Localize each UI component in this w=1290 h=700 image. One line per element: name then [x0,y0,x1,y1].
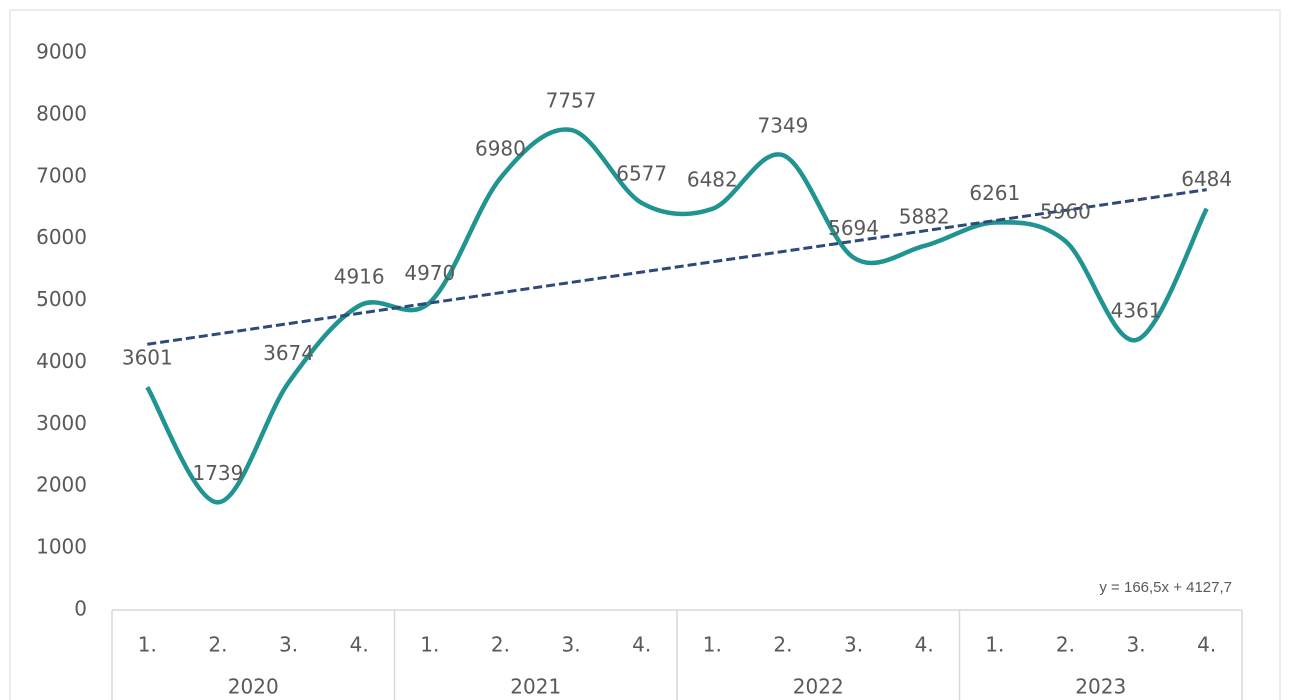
x-tick-label: 4. [632,633,651,657]
x-tick-label: 4. [350,633,369,657]
x-tick-label: 3. [279,633,298,657]
y-tick-label: 4000 [36,349,87,373]
x-tick-label: 2. [1056,633,1075,657]
x-tick-label: 4. [915,633,934,657]
y-tick-label: 5000 [36,287,87,311]
series-line [145,127,1209,505]
data-label: 3674 [263,341,314,365]
data-label: 4916 [334,264,385,288]
x-tick-label: 2. [208,633,227,657]
x-tick-label: 1. [138,633,157,657]
group-label: 2021 [510,675,561,699]
y-tick-label: 1000 [36,535,87,559]
data-label: 6980 [475,137,526,161]
data-label: 4361 [1111,299,1162,323]
y-tick-label: 8000 [36,101,87,125]
x-tick-label: 1. [703,633,722,657]
data-label: 5882 [899,204,950,228]
data-label: 6482 [687,167,738,191]
group-label: 2023 [1075,675,1126,699]
data-label: 4970 [404,261,455,285]
data-label: 7349 [757,114,808,138]
chart-border [9,9,1281,700]
x-tick-label: 3. [844,633,863,657]
data-label: 7757 [546,88,597,112]
data-label: 6577 [616,161,667,185]
x-tick-label: 1. [985,633,1004,657]
data-label: 5694 [828,216,879,240]
data-label: 3601 [122,346,173,370]
x-tick-label: 3. [1127,633,1146,657]
group-label: 2020 [228,675,279,699]
data-label: 5960 [1040,200,1091,224]
x-tick-label: 2. [491,633,510,657]
x-tick-label: 1. [420,633,439,657]
y-tick-label: 9000 [36,40,87,64]
x-tick-label: 2. [773,633,792,657]
x-tick-label: 4. [1197,633,1216,657]
y-tick-label: 3000 [36,411,87,435]
data-label: 1739 [192,461,243,485]
trendline [147,188,1207,346]
x-tick-label: 3. [562,633,581,657]
data-label: 6261 [969,181,1020,205]
data-label: 6484 [1181,167,1232,191]
y-tick-label: 7000 [36,163,87,187]
y-tick-label: 2000 [36,473,87,497]
y-tick-label: 0 [74,597,87,621]
trendline-label: y = 166,5x + 4127,7 [1099,579,1232,596]
y-tick-label: 6000 [36,225,87,249]
group-label: 2022 [793,675,844,699]
